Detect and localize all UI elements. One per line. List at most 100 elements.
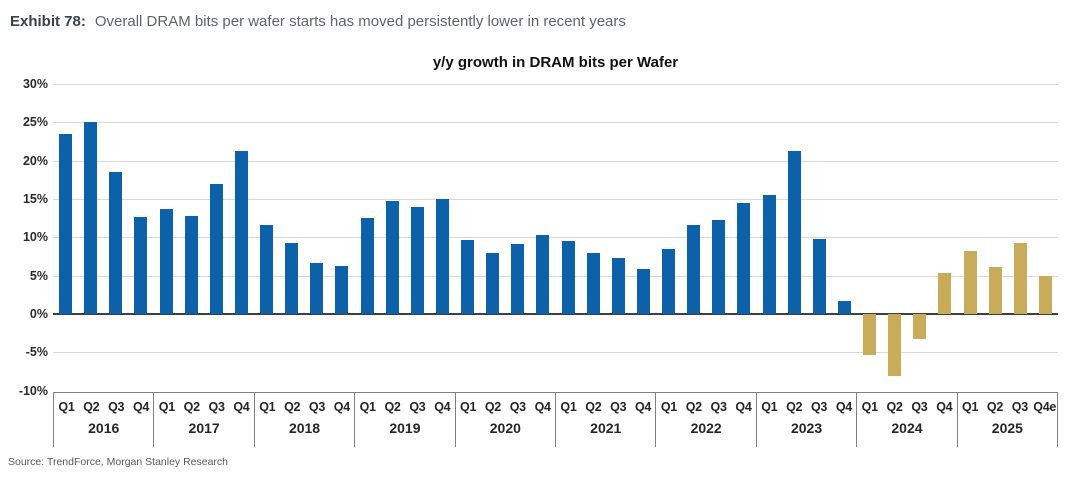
bar-2022-Q4	[737, 202, 751, 314]
quarter-row: Q1 Q2 Q3 Q4e	[958, 393, 1057, 420]
quarter-label: Q1	[460, 399, 477, 414]
bar-2021-Q2	[586, 253, 600, 314]
y-tick-label: -10%	[18, 383, 48, 398]
bar-2021-Q4	[636, 269, 650, 314]
bar-2016-Q1	[59, 133, 73, 314]
quarter-label: Q4e	[1033, 399, 1057, 414]
year-label: 2025	[991, 420, 1023, 436]
quarter-row: Q1 Q2 Q3 Q4	[54, 393, 153, 420]
gridline	[53, 237, 1058, 239]
year-group-2023: Q1 Q2 Q3 Q4 2023	[755, 393, 856, 447]
year-group-2022: Q1 Q2 Q3 Q4 2022	[655, 393, 755, 447]
quarter-label: Q1	[761, 399, 778, 414]
quarter-label: Q4	[735, 399, 752, 414]
quarter-row: Q1 Q2 Q3 Q4	[154, 393, 253, 420]
y-tick-label: 30%	[22, 77, 48, 91]
year-label: 2023	[790, 420, 823, 436]
year-group-2020: Q1 Q2 Q3 Q4 2020	[454, 393, 555, 447]
quarter-row: Q1 Q2 Q3 Q4	[355, 393, 454, 420]
quarter-label: Q2	[685, 399, 702, 414]
bar-2019-Q4	[435, 198, 449, 314]
bar-2020-Q3	[511, 244, 525, 314]
gridline	[53, 84, 1058, 85]
bar-2025-Q4e	[1038, 275, 1052, 314]
quarter-label: Q2	[284, 399, 301, 414]
quarter-row: Q1 Q2 Q3 Q4	[656, 393, 755, 420]
gridline	[53, 352, 1058, 354]
x-axis: Q1 Q2 Q3 Q4 2016 Q1 Q2 Q3 Q4 2017 Q1 Q2 Q3 Q4 2018 Q1 Q2…	[53, 392, 1058, 447]
quarter-label: Q1	[560, 399, 577, 414]
quarter-label: Q1	[58, 399, 75, 414]
bar-2017-Q1	[159, 208, 173, 314]
gridline	[53, 122, 1058, 124]
quarter-row: Q1 Q2 Q3 Q4	[255, 393, 354, 420]
quarter-label: Q4	[333, 399, 350, 414]
quarter-label: Q4	[233, 399, 250, 414]
year-label: 2018	[288, 420, 321, 436]
bar-2020-Q2	[486, 252, 500, 314]
year-group-2025: Q1 Q2 Q3 Q4e 2025	[956, 393, 1057, 447]
quarter-label: Q3	[208, 399, 225, 414]
bar-2021-Q1	[561, 241, 575, 314]
bar-2018-Q4	[335, 265, 349, 314]
quarter-label: Q3	[1011, 399, 1028, 414]
bar-2020-Q4	[536, 235, 550, 314]
quarter-row: Q1 Q2 Q3 Q4	[757, 393, 856, 420]
quarter-label: Q3	[710, 399, 727, 414]
quarter-label: Q3	[509, 399, 526, 414]
bar-2017-Q4	[234, 151, 248, 314]
y-tick-label: 0%	[29, 306, 48, 321]
quarter-label: Q1	[962, 399, 979, 414]
year-group-2017: Q1 Q2 Q3 Q4 2017	[153, 393, 253, 447]
year-label: 2020	[489, 420, 521, 436]
year-label: 2022	[690, 420, 722, 436]
year-label: 2021	[590, 420, 622, 436]
bar-2018-Q2	[285, 242, 299, 314]
quarter-label: Q2	[484, 399, 501, 414]
quarter-label: Q1	[861, 399, 878, 414]
bar-2018-Q1	[260, 225, 274, 314]
gridline	[53, 198, 1058, 200]
bar-2025-Q3	[1013, 243, 1027, 314]
bar-2021-Q3	[611, 257, 625, 314]
bar-2020-Q1	[461, 240, 475, 314]
bar-2023-Q3	[812, 238, 826, 314]
quarter-label: Q2	[786, 399, 803, 414]
quarter-label: Q2	[986, 399, 1003, 414]
quarter-label: Q3	[108, 399, 125, 414]
quarter-label: Q1	[660, 399, 677, 414]
bar-2025-Q2	[988, 267, 1002, 314]
chart-title: y/y growth in DRAM bits per Wafer	[432, 54, 679, 71]
bar-2024-Q1	[863, 313, 877, 356]
bar-2024-Q2	[888, 313, 902, 377]
gridline	[53, 160, 1058, 162]
bar-2016-Q3	[109, 172, 123, 314]
source-note: Source: TrendForce, Morgan Stanley Resea…	[8, 456, 229, 468]
quarter-label: Q1	[158, 399, 175, 414]
quarter-label: Q4	[132, 399, 150, 414]
bar-2017-Q2	[184, 215, 198, 314]
quarter-label: Q2	[384, 399, 401, 414]
bar-2018-Q3	[310, 262, 324, 314]
bar-2025-Q1	[963, 251, 977, 314]
year-group-2016: Q1 Q2 Q3 Q4 2016	[53, 393, 153, 447]
quarter-label: Q3	[610, 399, 627, 414]
quarter-label: Q2	[83, 399, 100, 414]
quarter-label: Q3	[911, 399, 928, 414]
bar-2019-Q1	[360, 218, 374, 314]
quarter-label: Q4	[635, 399, 652, 414]
quarter-row: Q1 Q2 Q3 Q4	[857, 393, 956, 420]
year-label: 2019	[389, 420, 421, 436]
quarter-row: Q1 Q2 Q3 Q4	[556, 393, 655, 420]
y-tick-label: 15%	[22, 191, 48, 206]
year-group-2018: Q1 Q2 Q3 Q4 2018	[253, 393, 354, 447]
bar-2016-Q4	[134, 217, 148, 314]
bar-2023-Q1	[762, 195, 776, 314]
quarter-label: Q4	[835, 399, 852, 414]
bar-2023-Q2	[787, 150, 801, 314]
y-tick-label: 20%	[22, 153, 48, 168]
exhibit-description: Overall DRAM bits per wafer starts has m…	[94, 13, 626, 30]
bar-2016-Q2	[84, 122, 98, 314]
bar-2024-Q3	[913, 313, 927, 340]
